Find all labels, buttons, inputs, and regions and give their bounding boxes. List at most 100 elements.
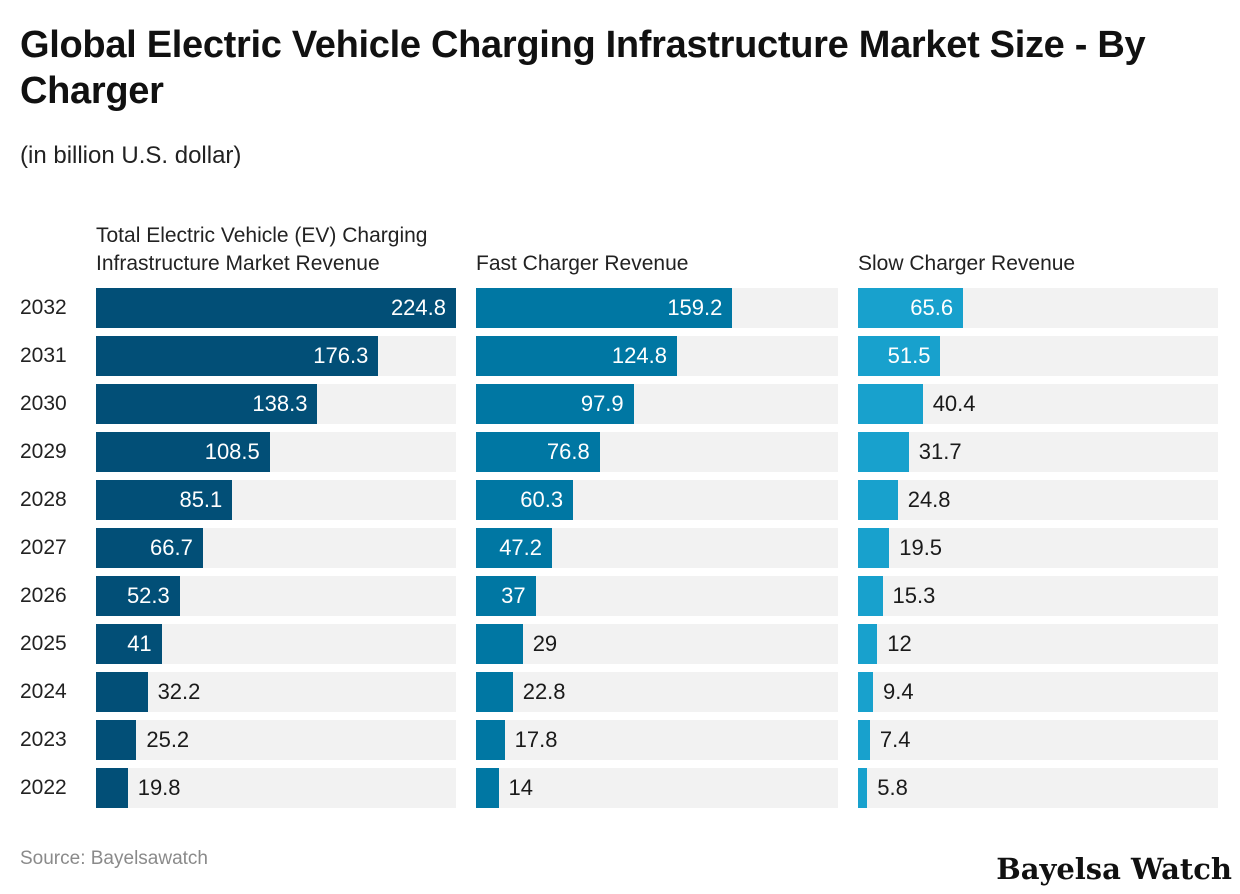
value-label: 19.5	[899, 535, 943, 560]
bar-track: 15.3	[858, 576, 1218, 616]
series-header: Total Electric Vehicle (EV) Charging Inf…	[96, 224, 428, 275]
value-label: 19.8	[137, 775, 181, 800]
chart-title: Global Electric Vehicle Charging Infrast…	[20, 24, 1146, 112]
chart-subtitle: (in billion U.S. dollar)	[20, 142, 242, 169]
value-label: 29	[532, 631, 558, 656]
bar-track: 124.8	[476, 336, 838, 376]
bar-track: 7.4	[858, 720, 1218, 760]
value-label: 159.2	[667, 295, 723, 320]
year-label: 2032	[20, 296, 67, 319]
value-label: 224.8	[390, 295, 446, 320]
bar	[858, 384, 923, 424]
bar	[858, 528, 890, 568]
bar	[476, 720, 505, 760]
value-label: 22.8	[522, 679, 566, 704]
value-label: 47.2	[499, 535, 543, 560]
value-label: 7.4	[879, 727, 911, 752]
bar	[858, 768, 868, 808]
year-label: 2028	[20, 488, 67, 511]
bar-track: 12	[858, 624, 1218, 664]
year-label: 2027	[20, 536, 67, 559]
bar	[858, 336, 941, 376]
bar	[96, 624, 162, 664]
bar	[858, 432, 909, 472]
value-label: 40.4	[932, 391, 976, 416]
value-label: 41	[127, 631, 152, 656]
bar	[476, 432, 600, 472]
bar-track: 17.8	[476, 720, 838, 760]
bar-track: 31.7	[858, 432, 1218, 472]
bar-track: 47.2	[476, 528, 838, 568]
bar-track: 85.1	[96, 480, 456, 520]
value-label: 31.7	[918, 439, 962, 464]
bar-track: 66.7	[96, 528, 456, 568]
bar	[476, 336, 677, 376]
value-label: 24.8	[907, 487, 951, 512]
bar-track: 40.4	[858, 384, 1218, 424]
bar-track: 176.3	[96, 336, 456, 376]
bar	[96, 576, 180, 616]
bar-track: 32.2	[96, 672, 456, 712]
bar-track: 14	[476, 768, 838, 808]
source-note: Source: Bayelsawatch	[20, 848, 208, 869]
bar	[96, 288, 456, 328]
value-label: 12	[887, 631, 912, 656]
bar	[96, 384, 318, 424]
bar-track: 22.8	[476, 672, 838, 712]
bar	[858, 672, 874, 712]
bar-track: 25.2	[96, 720, 456, 760]
bar-track: 224.8	[96, 288, 456, 328]
value-label: 52.3	[126, 583, 170, 608]
bar	[476, 384, 634, 424]
bar	[476, 288, 733, 328]
bar-track: 65.6	[858, 288, 1218, 328]
value-label: 17.8	[514, 727, 558, 752]
bar	[858, 288, 964, 328]
value-label: 176.3	[313, 343, 369, 368]
year-label: 2030	[20, 392, 67, 415]
value-label: 65.6	[910, 295, 954, 320]
bar-track: 76.8	[476, 432, 838, 472]
value-label: 15.3	[892, 583, 936, 608]
bar-track: 159.2	[476, 288, 838, 328]
bar	[476, 576, 536, 616]
bar-track: 52.3	[96, 576, 456, 616]
value-label: 97.9	[580, 391, 624, 416]
bar-track: 51.5	[858, 336, 1218, 376]
year-label: 2031	[20, 344, 67, 367]
brand-logo: Bayelsa Watch	[996, 852, 1232, 886]
value-label: 32.2	[157, 679, 201, 704]
value-label: 25.2	[146, 727, 190, 752]
bar	[96, 720, 137, 760]
year-label: 2025	[20, 632, 67, 655]
bar	[476, 672, 513, 712]
bar-track: 97.9	[476, 384, 838, 424]
year-label: 2029	[20, 440, 67, 463]
bar	[858, 576, 883, 616]
bar-track: 29	[476, 624, 838, 664]
value-label: 37	[501, 583, 526, 608]
value-label: 85.1	[179, 487, 223, 512]
year-label: 2022	[20, 776, 67, 799]
bar	[476, 480, 574, 520]
value-label: 5.8	[877, 775, 908, 800]
bar	[858, 624, 878, 664]
year-label: 2023	[20, 728, 67, 751]
bar	[96, 432, 270, 472]
bar-track: 138.3	[96, 384, 456, 424]
bar-track: 24.8	[858, 480, 1218, 520]
value-label: 138.3	[252, 391, 308, 416]
bar	[96, 672, 148, 712]
value-label: 76.8	[546, 439, 590, 464]
value-label: 108.5	[204, 439, 260, 464]
series-header: Slow Charger Revenue	[858, 252, 1076, 275]
bar-track: 19.8	[96, 768, 456, 808]
bar	[858, 720, 870, 760]
bar	[858, 480, 898, 520]
bar-track: 37	[476, 576, 838, 616]
bar-track: 41	[96, 624, 456, 664]
bar-track: 108.5	[96, 432, 456, 472]
value-label: 60.3	[520, 487, 564, 512]
bar-track: 60.3	[476, 480, 838, 520]
bar	[476, 528, 552, 568]
